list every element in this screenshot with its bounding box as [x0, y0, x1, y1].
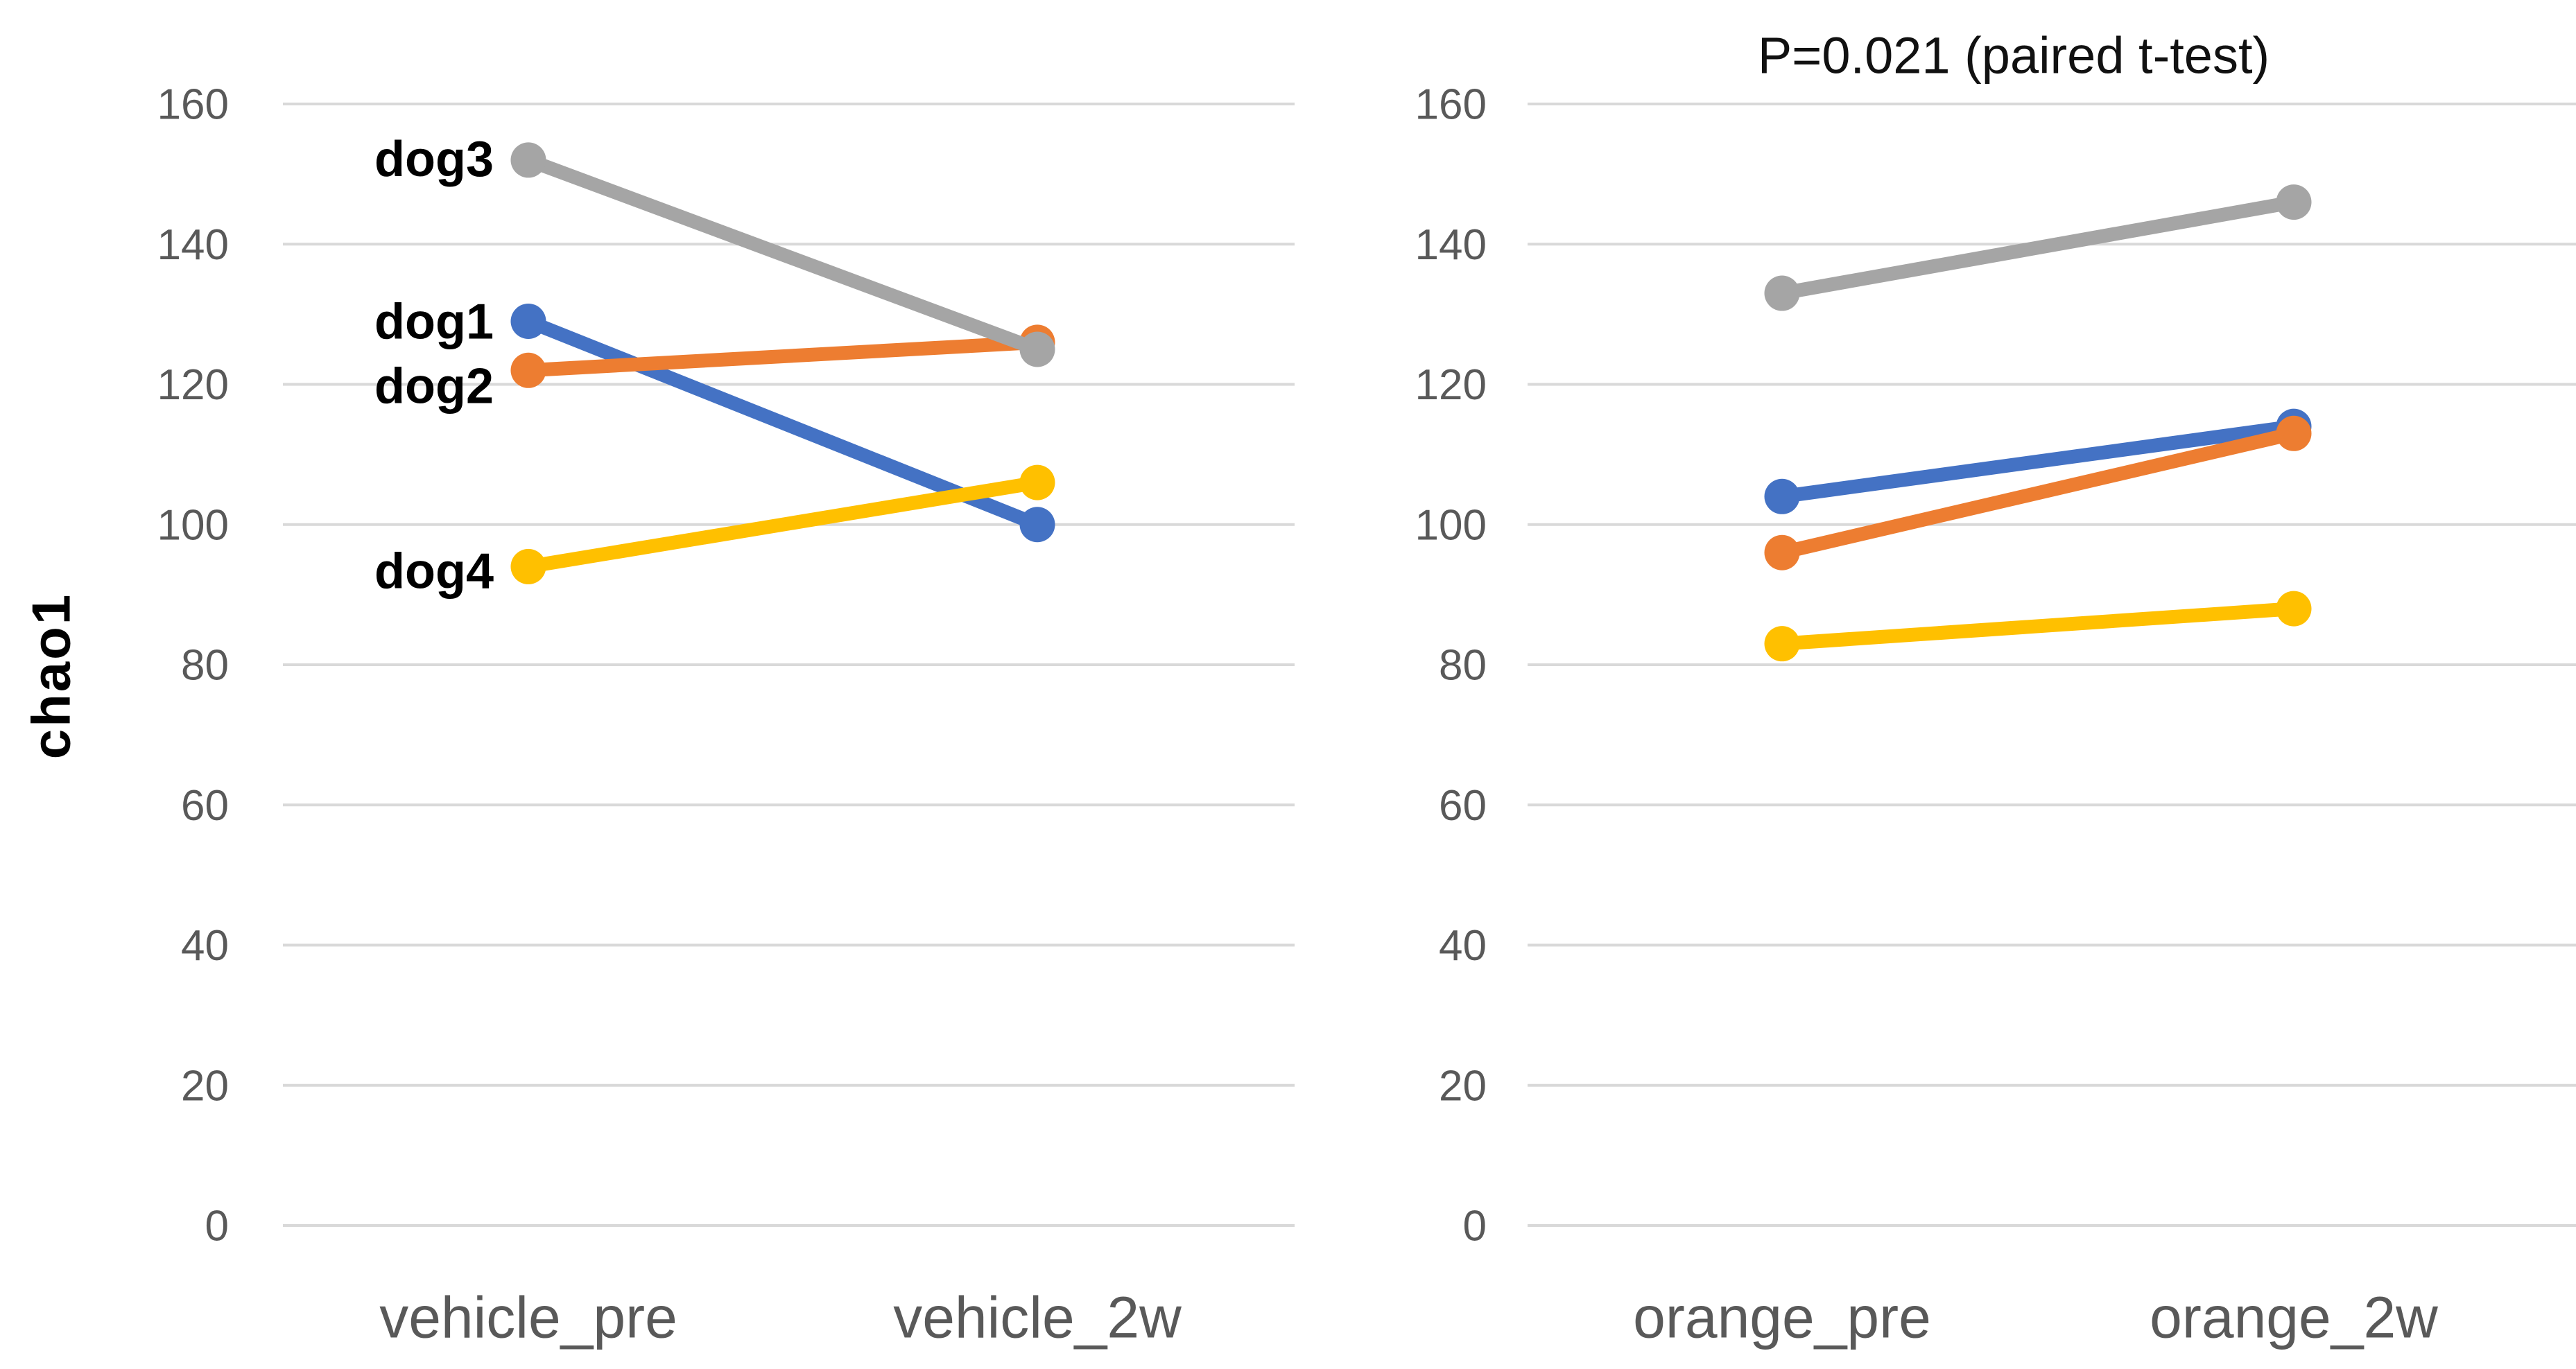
y-axis-title: chao1	[20, 592, 82, 760]
marker-dog4-orange_2w	[2276, 591, 2312, 627]
marker-dog3-vehicle_pre	[510, 142, 546, 178]
y-tick-label: 40	[1439, 922, 1487, 970]
series-label-dog3: dog3	[374, 132, 494, 187]
x-category-label: orange_2w	[2150, 1284, 2438, 1350]
series-line-dog2	[1775, 426, 2301, 560]
series-line-dog2	[521, 335, 1044, 378]
y-tick-label: 160	[157, 81, 229, 129]
series-line-dog3	[521, 152, 1044, 356]
y-tick-label: 20	[181, 1062, 229, 1110]
marker-dog4-orange_pre	[1764, 626, 1800, 662]
y-tick-label: 120	[1415, 361, 1487, 409]
y-tick-label: 40	[181, 922, 229, 970]
y-tick-label: 120	[157, 361, 229, 409]
marker-dog2-vehicle_pre	[510, 352, 546, 388]
x-category-label: vehicle_pre	[379, 1284, 677, 1350]
marker-dog3-orange_pre	[1764, 275, 1800, 311]
y-tick-label: 100	[1415, 501, 1487, 549]
series-label-dog4: dog4	[374, 544, 494, 600]
series-line-dog1	[1775, 419, 2301, 504]
y-tick-label: 80	[1439, 642, 1487, 690]
marker-dog3-orange_2w	[2276, 184, 2312, 220]
series-label-dog2: dog2	[374, 358, 494, 414]
y-tick-label: 140	[157, 221, 229, 269]
y-tick-label: 0	[205, 1203, 229, 1250]
marker-dog2-orange_pre	[1764, 534, 1800, 570]
x-category-label: vehicle_2w	[893, 1284, 1182, 1350]
y-tick-label: 20	[1439, 1062, 1487, 1110]
marker-dog4-vehicle_2w	[1019, 464, 1055, 500]
y-tick-label: 140	[1415, 221, 1487, 269]
series-label-dog1: dog1	[374, 295, 494, 350]
y-tick-label: 60	[181, 782, 229, 830]
x-category-label: orange_pre	[1633, 1284, 1931, 1350]
marker-dog3-vehicle_2w	[1019, 331, 1055, 367]
marker-dog2-orange_2w	[2276, 415, 2312, 451]
series-line-dog4	[521, 476, 1044, 574]
pvalue-annotation: P=0.021 (paired t-test)	[1757, 26, 2270, 85]
marker-dog1-orange_pre	[1764, 478, 1800, 514]
y-tick-label: 160	[1415, 81, 1487, 129]
marker-dog1-vehicle_pre	[510, 303, 546, 339]
y-tick-label: 100	[157, 501, 229, 549]
series-line-dog3	[1775, 195, 2301, 301]
y-tick-label: 0	[1463, 1203, 1487, 1250]
y-tick-label: 80	[181, 642, 229, 690]
y-tick-label: 60	[1439, 782, 1487, 830]
marker-dog4-vehicle_pre	[510, 548, 546, 584]
series-line-dog4	[1775, 602, 2301, 651]
marker-dog1-vehicle_2w	[1019, 507, 1055, 543]
